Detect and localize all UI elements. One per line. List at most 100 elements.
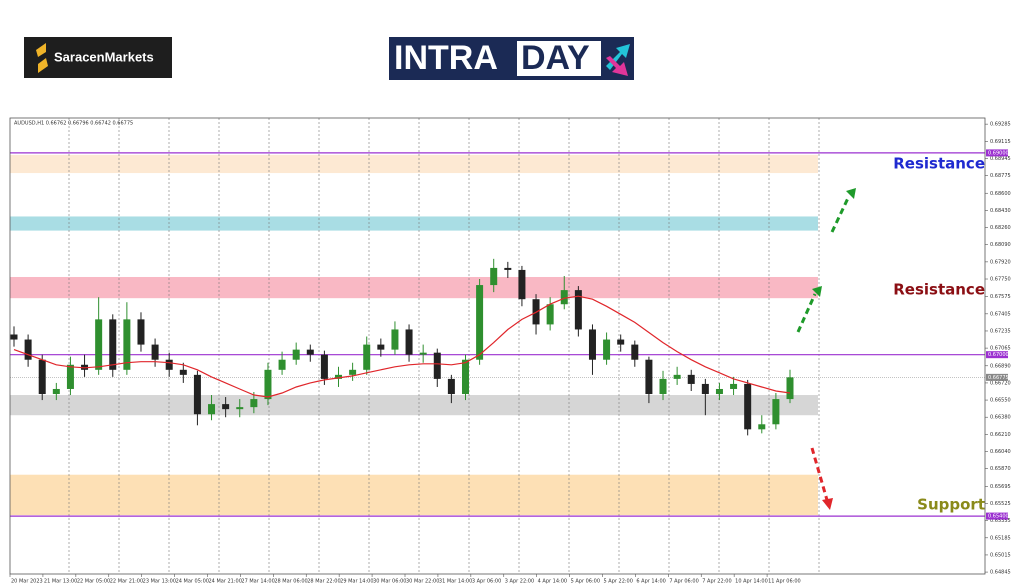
- x-tick-label: 5 Apr 06:00: [571, 579, 600, 585]
- x-tick-label: 24 Mar 21:00: [209, 579, 242, 585]
- candle-body: [52, 388, 60, 395]
- arrows: [796, 188, 856, 510]
- candle-body: [715, 388, 723, 395]
- level-label: 0.67000: [988, 352, 1009, 358]
- candle-body: [588, 329, 596, 360]
- y-tick-label: 0.68090: [990, 242, 1011, 248]
- zone: [10, 474, 818, 516]
- logo-box: [24, 37, 172, 78]
- candle-body: [193, 374, 201, 415]
- candle-body: [123, 319, 131, 370]
- candle-body: [363, 344, 371, 370]
- candle-body: [179, 369, 187, 375]
- candle-body: [772, 399, 780, 425]
- candle-body: [10, 334, 18, 340]
- y-tick-label: 0.68775: [990, 173, 1011, 179]
- x-tick-label: 7 Apr 06:00: [669, 579, 698, 585]
- y-tick-label: 0.67920: [990, 259, 1011, 265]
- y-tick-label: 0.68430: [990, 208, 1011, 214]
- y-tick-label: 0.65015: [990, 552, 1011, 558]
- candle-body: [320, 354, 328, 379]
- candle-body: [391, 329, 399, 350]
- x-tick-label: 29 Mar 14:00: [340, 579, 373, 585]
- candle-body: [461, 359, 469, 395]
- level-tag: [986, 149, 1008, 157]
- candle-body: [687, 374, 695, 384]
- y-tick-label: 0.66380: [990, 415, 1011, 421]
- arrow-head: [812, 286, 822, 297]
- plot-frame: [9, 117, 986, 575]
- x-tick-label: 10 Apr 14:00: [735, 579, 768, 585]
- y-tick-label: 0.64845: [990, 570, 1011, 576]
- level-tag: [986, 512, 1008, 520]
- candle-body: [518, 269, 526, 300]
- zone: [10, 216, 818, 231]
- candle-body: [405, 329, 413, 355]
- candle-body: [264, 369, 272, 400]
- y-tick-label: 0.69115: [990, 139, 1011, 145]
- candle-body: [151, 344, 159, 360]
- candle-body: [546, 304, 554, 325]
- x-tick-label: 3 Apr 22:00: [505, 579, 534, 585]
- y-tick-label: 0.69285: [990, 122, 1011, 128]
- candle-body: [419, 352, 427, 355]
- x-tick-label: 30 Mar 22:00: [406, 579, 439, 585]
- y-tick-label: 0.65355: [990, 518, 1011, 524]
- badge-arrow: [606, 56, 628, 76]
- zone: [10, 154, 818, 174]
- y-tick-label: 0.67065: [990, 346, 1011, 352]
- badge-highlight: [517, 41, 601, 76]
- y-tick-label: 0.68600: [990, 191, 1011, 197]
- x-tick-label: 27 Mar 14:00: [241, 579, 274, 585]
- current-price-tag: [986, 373, 1008, 381]
- x-tick-label: 5 Apr 22:00: [604, 579, 633, 585]
- y-tick-label: 0.67235: [990, 328, 1011, 334]
- x-tick-label: 4 Apr 14:00: [538, 579, 567, 585]
- candle-body: [222, 404, 230, 410]
- y-tick-label: 0.68260: [990, 225, 1011, 231]
- zone: [10, 395, 818, 416]
- arrow-head: [822, 498, 833, 510]
- candle-body: [574, 290, 582, 330]
- y-tick-label: 0.68945: [990, 156, 1011, 162]
- y-tick-label: 0.66720: [990, 380, 1011, 386]
- candle-body: [631, 344, 639, 360]
- candle-body: [95, 319, 103, 370]
- candle-body: [137, 319, 145, 345]
- candle-body: [730, 383, 738, 389]
- y-tick-label: 0.65695: [990, 484, 1011, 490]
- x-tick-label: 23 Mar 13:00: [143, 579, 176, 585]
- candle-body: [38, 359, 46, 395]
- candle-body: [306, 349, 314, 355]
- candle-body: [659, 378, 667, 395]
- candle-body: [109, 319, 117, 370]
- x-tick-label: 31 Mar 14:00: [439, 579, 472, 585]
- x-tick-label: 24 Mar 05:00: [176, 579, 209, 585]
- y-tick-label: 0.67575: [990, 294, 1011, 300]
- y-tick-label: 0.65525: [990, 501, 1011, 507]
- candle-body: [673, 374, 681, 379]
- badge-text: INTRA: [394, 39, 498, 77]
- x-tick-label: 30 Mar 06:00: [373, 579, 406, 585]
- x-tick-label: 3 Apr 06:00: [472, 579, 501, 585]
- x-tick-label: 20 Mar 2023: [11, 579, 43, 585]
- arrow-head: [846, 188, 856, 199]
- candle-body: [560, 290, 568, 305]
- y-tick-label: 0.67405: [990, 311, 1011, 317]
- candle-body: [645, 359, 653, 395]
- annotation: Support: [917, 496, 985, 514]
- logo-icon: [38, 58, 48, 73]
- candle-body: [208, 404, 216, 415]
- y-tick-label: 0.67750: [990, 277, 1011, 283]
- x-tick-label: 22 Mar 05:00: [77, 579, 110, 585]
- x-tick-label: 7 Apr 22:00: [702, 579, 731, 585]
- logo-text: SaracenMarkets: [54, 49, 154, 64]
- zone: [10, 276, 818, 299]
- annotation: Resistance: [893, 155, 985, 173]
- candle-body: [617, 339, 625, 345]
- y-tick-label: 0.65870: [990, 466, 1011, 472]
- x-tick-label: 22 Mar 21:00: [110, 579, 143, 585]
- y-tick-label: 0.66210: [990, 432, 1011, 438]
- candle-body: [165, 359, 173, 370]
